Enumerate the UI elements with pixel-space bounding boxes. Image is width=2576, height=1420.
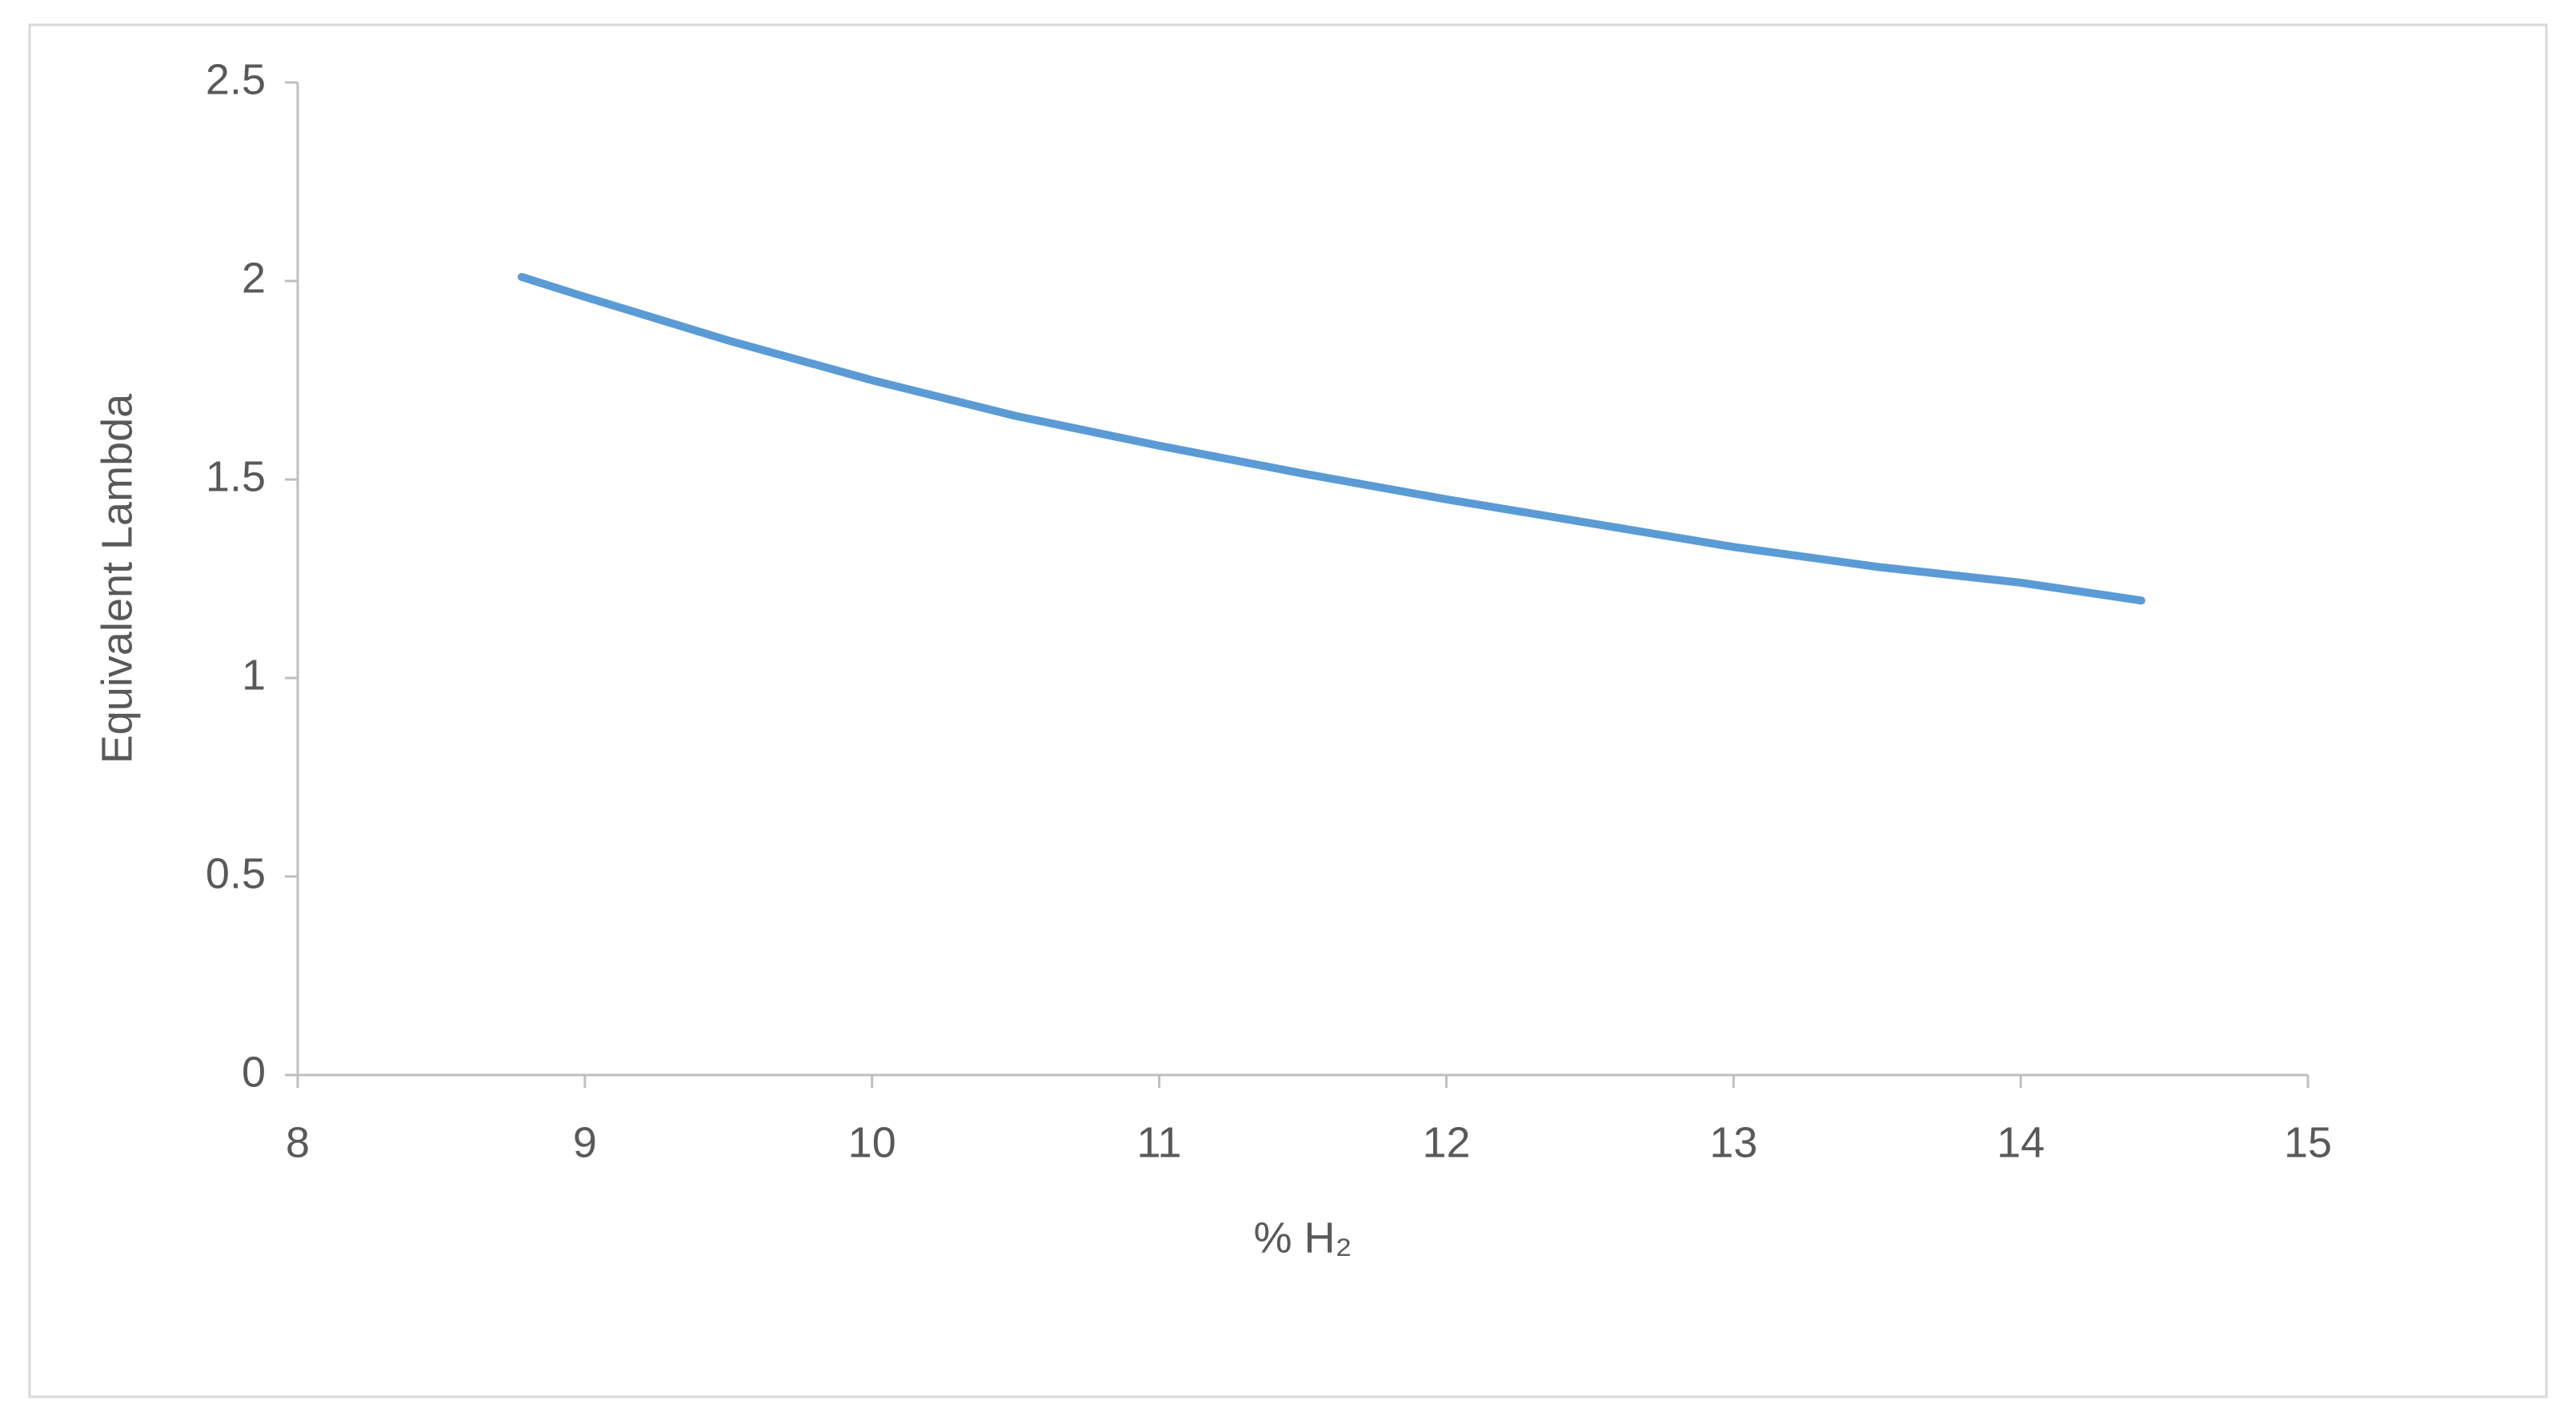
data-line [517,273,2145,605]
x-tick-label: 14 [1997,1118,2045,1166]
x-axis-label: % H₂ [1254,1213,1352,1262]
y-tick-label: 2 [242,254,266,302]
y-axis-label: Equivalent Lambda [93,393,141,764]
x-tick-label: 13 [1709,1118,1757,1166]
y-tick-label: 1.5 [206,452,266,500]
y-tick-label: 2.5 [206,55,266,103]
x-tick-label: 9 [573,1118,597,1166]
y-tick-label: 0.5 [206,849,266,897]
x-tick-label: 10 [848,1118,896,1166]
y-tick-label: 0 [242,1048,266,1096]
x-tick-label: 15 [2284,1118,2332,1166]
y-tick-label: 1 [242,651,266,699]
x-tick-label: 12 [1422,1118,1470,1166]
x-tick-label: 11 [1137,1118,1182,1166]
x-tick-label: 8 [286,1118,310,1166]
chart-frame [28,23,2548,1398]
